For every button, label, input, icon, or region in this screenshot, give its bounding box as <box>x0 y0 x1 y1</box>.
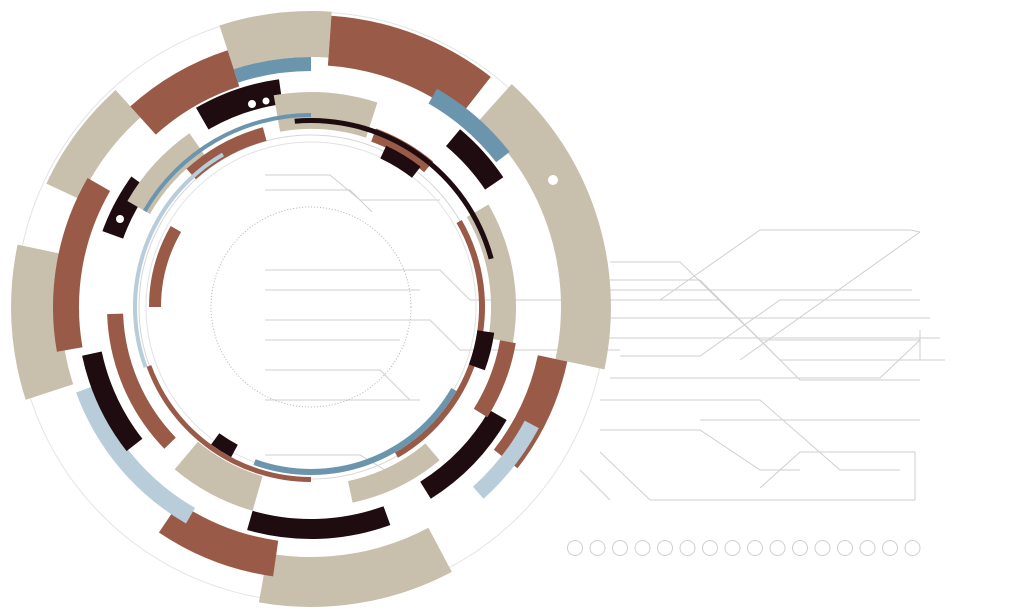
circuit-lines <box>265 174 945 501</box>
dot-row-circle <box>837 540 853 556</box>
circuit-line <box>620 299 920 357</box>
dot-row <box>567 540 921 556</box>
ring-segment <box>46 90 141 200</box>
circuit-line <box>919 330 945 361</box>
dot-row-circle <box>567 540 583 556</box>
circuit-line <box>265 369 411 401</box>
dot-row-circle <box>747 540 763 556</box>
circuit-line <box>600 399 900 471</box>
ring-segment <box>219 10 332 70</box>
ring-segment <box>493 355 568 469</box>
dot-row-circle <box>859 540 876 556</box>
dot-row-circle <box>904 540 921 556</box>
dot-row-circle <box>634 540 651 556</box>
ring-segment <box>52 178 111 352</box>
circuit-line <box>659 229 921 301</box>
ring-dots <box>116 97 572 429</box>
ring-segment <box>446 129 504 190</box>
circuit-line <box>265 174 440 201</box>
ring-segment <box>478 84 611 370</box>
ring-segment <box>174 441 263 511</box>
ring-segment <box>149 226 182 307</box>
ring-segment <box>473 340 516 418</box>
ring-segments <box>11 10 611 607</box>
ring-segment <box>143 113 311 212</box>
ring-segment <box>247 506 391 539</box>
dot-row-circle <box>679 540 696 556</box>
dot-row-circle <box>724 540 741 556</box>
ring-segment <box>380 145 421 178</box>
ring-segment <box>468 330 495 371</box>
ring-segment <box>472 420 539 499</box>
dot-row-circle <box>814 540 831 556</box>
dot-row-circle <box>702 540 718 556</box>
ring-segment <box>196 79 283 130</box>
ring-segment <box>158 502 279 577</box>
dot-row-circle <box>589 540 606 556</box>
circuit-line <box>579 469 611 501</box>
ring-segment <box>211 433 238 458</box>
ring-segment <box>294 117 494 260</box>
ring-segment <box>395 220 486 458</box>
circuit-line <box>610 279 930 361</box>
ring-segment <box>420 410 507 499</box>
ring-segment <box>233 56 311 83</box>
ring-segment <box>82 351 143 452</box>
dot-row-circle <box>769 540 786 556</box>
circuit-line <box>610 261 920 341</box>
dot-row-circle <box>882 540 898 556</box>
circuit-line <box>265 189 373 213</box>
circuit-line <box>265 269 600 301</box>
ring-segment <box>371 128 434 173</box>
ring-segment <box>466 204 517 343</box>
ring-segment <box>258 527 452 607</box>
circuit-line <box>599 451 916 501</box>
circuit-line <box>265 454 386 471</box>
ring-segment <box>76 386 195 524</box>
circuit-line <box>739 231 921 361</box>
ring-segment <box>107 313 176 449</box>
ring-segment <box>348 443 440 503</box>
ring-segment <box>130 50 240 135</box>
ring-segment <box>253 388 457 476</box>
ring-segment <box>327 15 491 117</box>
ring-segment <box>127 133 205 214</box>
dot-row-circle <box>612 540 628 556</box>
circuit-line <box>610 339 921 379</box>
circuit-line <box>600 429 800 471</box>
ring-segment <box>146 365 311 482</box>
dot-row-circle <box>657 540 673 556</box>
dot-row-circle <box>792 540 808 556</box>
ring-segment <box>428 88 510 163</box>
circuit-line <box>265 319 620 351</box>
